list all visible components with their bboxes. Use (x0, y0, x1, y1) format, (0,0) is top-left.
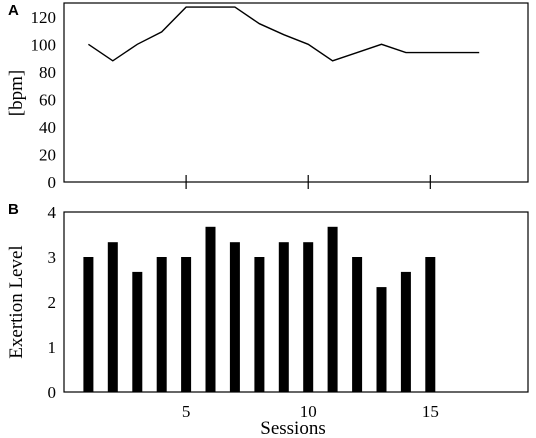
exertion-bar (278, 242, 289, 392)
panel-a-y-tick-label: 0 (48, 173, 57, 192)
panel-a-x-axis (185, 175, 431, 189)
exertion-bar (400, 271, 411, 392)
panel-b-y-axis-title: Exertion Level (6, 245, 27, 358)
panel-a: A 0 20 40 60 80 100 120 [bpm] (6, 2, 529, 192)
heart-rate-line (88, 6, 480, 62)
panel-b-y-tick-label: 3 (48, 248, 57, 267)
exertion-bar (156, 257, 167, 392)
panel-a-y-tick-label: 100 (31, 35, 57, 54)
panel-b-y-tick-label: 1 (48, 338, 57, 357)
exertion-bar (254, 257, 265, 392)
panel-a-y-axis-title: [bpm] (6, 70, 27, 116)
exertion-bars (83, 226, 436, 392)
panel-b-x-tick-label: 5 (182, 402, 191, 421)
panel-b-letter: B (8, 201, 19, 218)
panel-b: B 0 1 2 3 4 5 10 15 Exertion Level Sessions (6, 201, 529, 438)
panel-a-y-tick-label: 80 (39, 63, 56, 82)
exertion-bar (229, 242, 240, 392)
panel-a-y-tick-label: 40 (39, 118, 56, 137)
panel-b-y-tick-label: 0 (48, 383, 57, 402)
panel-b-x-axis-title: Sessions (260, 418, 325, 438)
panel-b-x-tick-label: 10 (300, 402, 317, 421)
exertion-bar (327, 226, 338, 392)
exertion-bar (132, 271, 143, 392)
panel-b-y-tick-label: 2 (48, 293, 57, 312)
panel-b-y-tick-label: 4 (48, 203, 57, 222)
exertion-bar (83, 257, 94, 392)
panel-a-y-tick-label: 20 (39, 145, 56, 164)
panel-a-y-tick-label: 120 (31, 8, 57, 27)
exertion-bar (425, 257, 436, 392)
panel-a-y-axis: 0 20 40 60 80 100 120 (31, 8, 57, 192)
panel-a-letter: A (8, 2, 19, 19)
exertion-bar (303, 242, 314, 392)
exertion-bar (205, 226, 216, 392)
panel-b-frame (63, 211, 529, 393)
exertion-bar (107, 242, 118, 392)
panel-a-frame (63, 2, 529, 183)
panel-b-y-axis: 0 1 2 3 4 (48, 203, 57, 402)
exertion-bar (181, 257, 192, 392)
panel-a-y-tick-label: 60 (39, 90, 56, 109)
panel-b-x-tick-label: 15 (422, 402, 439, 421)
exertion-bar (376, 287, 387, 392)
exertion-bar (352, 257, 363, 392)
